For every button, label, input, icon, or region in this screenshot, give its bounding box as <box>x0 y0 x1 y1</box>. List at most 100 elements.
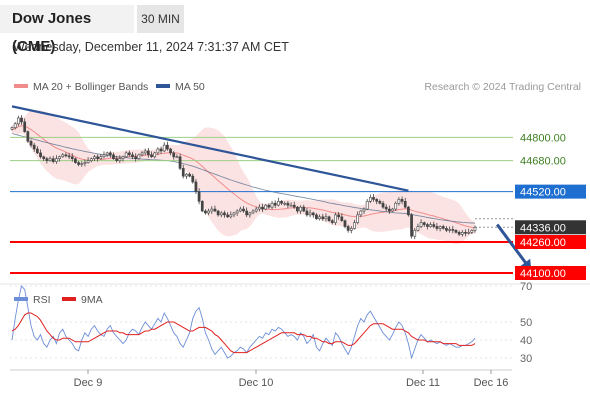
instrument-title: Dow Jones (CME) <box>0 5 134 55</box>
candle-body <box>330 220 334 223</box>
candle-body <box>448 229 451 231</box>
candle-body <box>375 199 379 202</box>
candle-body <box>112 154 115 159</box>
candle-body <box>296 206 299 212</box>
candle-body <box>384 206 388 210</box>
candle-body <box>251 210 255 214</box>
candle-body <box>343 220 347 227</box>
candle-body <box>305 210 309 216</box>
price-levels <box>10 136 513 274</box>
candle-body <box>400 199 404 202</box>
candle-body <box>324 216 328 220</box>
candle-body <box>327 216 331 221</box>
candle-body <box>26 131 30 142</box>
candle-body <box>127 152 131 156</box>
candle-body <box>403 201 407 208</box>
candle-body <box>451 229 455 231</box>
candle-body <box>58 156 61 159</box>
level-tag-44100.00 <box>515 266 586 280</box>
candle-body <box>368 197 372 202</box>
candle-body <box>353 222 356 229</box>
candle-body <box>121 156 125 159</box>
candle-body <box>210 208 214 212</box>
candle-body <box>435 226 439 229</box>
candle-body <box>115 158 119 161</box>
candle-body <box>238 208 242 212</box>
candle-body <box>299 206 302 212</box>
rsi-tick-40: 40 <box>520 335 532 347</box>
candle-body <box>162 144 166 152</box>
candle-body <box>432 224 436 227</box>
candle-body <box>181 168 185 177</box>
level-labels: 44800.00 44680.00 44520.00 44336.00 44260.00… <box>515 132 586 280</box>
bollinger-band-fill <box>12 110 475 245</box>
candle-body <box>188 173 191 177</box>
candle-body <box>74 158 77 163</box>
legend-bollinger: MA 20 + Bollinger Bands <box>14 81 148 93</box>
candle-body <box>264 204 268 210</box>
candle-body <box>223 212 226 216</box>
candle-body <box>359 210 363 216</box>
candle-body <box>150 154 153 158</box>
candle-body <box>134 156 138 159</box>
candle-body <box>318 216 321 220</box>
candle-body <box>64 154 68 157</box>
candle-body <box>419 222 423 227</box>
candle-body <box>197 191 201 202</box>
candle-body <box>248 212 252 216</box>
rsi-line <box>11 285 476 360</box>
candle-body <box>156 148 160 154</box>
x-tick-label: Dec 16 <box>474 377 509 389</box>
candle-body <box>99 156 103 159</box>
candle-body <box>242 208 245 212</box>
candle-body <box>292 204 296 208</box>
level-tag-44260.00 <box>515 235 586 249</box>
candle-body <box>185 173 188 177</box>
candle-body <box>89 158 93 161</box>
candle-body <box>105 152 109 156</box>
candle-body <box>118 158 122 161</box>
candle-body <box>321 216 325 220</box>
candle-body <box>302 206 306 212</box>
candle-body <box>83 162 87 164</box>
candle-body <box>194 181 198 192</box>
candle-body <box>346 226 350 231</box>
candle-body <box>77 162 80 165</box>
candle-body <box>13 123 17 128</box>
legend-rsi-swatch <box>14 297 28 301</box>
candle-body <box>257 206 261 210</box>
candle-body <box>35 148 39 154</box>
candle-body <box>93 156 96 159</box>
candle-body <box>23 121 27 132</box>
level-label-44520.00: 44520.00 <box>520 187 566 199</box>
candle-body <box>16 117 20 125</box>
candle-body <box>454 230 458 233</box>
candle-body <box>311 212 315 216</box>
candle-body <box>153 152 157 158</box>
legend-ma50: MA 50 <box>156 81 205 93</box>
candle-body <box>108 152 112 156</box>
candle-body <box>172 152 176 158</box>
timeframe-badge[interactable]: 30 MIN <box>137 5 184 33</box>
candle-body <box>140 152 144 156</box>
candle-body <box>426 224 429 227</box>
candles <box>10 115 477 240</box>
report-datetime: Wednesday, December 11, 2024 7:31:37 AM … <box>13 40 289 54</box>
legend-rsi-ma: 9MA <box>62 294 103 306</box>
candle-body <box>464 232 467 234</box>
candle-body <box>261 206 264 210</box>
candle-body <box>334 214 337 223</box>
candle-body <box>337 214 341 218</box>
rsi-panel: 70 50 40 30 <box>10 281 532 365</box>
legend-rsi-label: RSI <box>33 294 51 306</box>
candle-body <box>213 208 217 212</box>
candle-body <box>29 140 33 146</box>
target-arrow-shaft <box>495 223 531 269</box>
candle-body <box>394 202 398 210</box>
candle-body <box>273 202 277 206</box>
candle-body <box>39 152 42 158</box>
candle-body <box>445 228 448 231</box>
candle-body <box>131 154 134 158</box>
candle-body <box>308 212 312 216</box>
candle-body <box>124 152 128 158</box>
